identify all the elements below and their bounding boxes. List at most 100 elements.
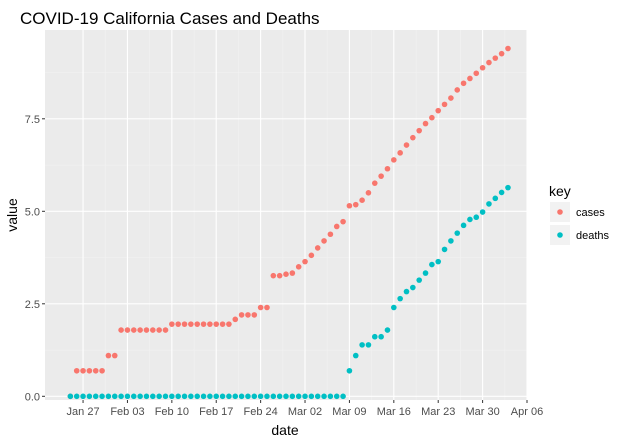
deaths-point (321, 393, 327, 400)
cases-point (264, 304, 270, 311)
deaths-point (333, 393, 340, 400)
cases-point (200, 321, 207, 327)
deaths-point (308, 393, 315, 400)
deaths-point (181, 393, 188, 400)
cases-point (441, 101, 448, 108)
cases-point (219, 321, 226, 327)
deaths-point (150, 393, 156, 400)
deaths-point (295, 393, 302, 400)
plot-panel (45, 30, 527, 400)
deaths-point (302, 393, 308, 400)
deaths-point (270, 393, 277, 400)
cases-point (340, 218, 346, 225)
deaths-point (118, 393, 124, 400)
deaths-point (346, 367, 353, 374)
legend-label-cases: cases (576, 207, 605, 219)
cases-point (359, 197, 365, 203)
y-axis-title: value (4, 198, 20, 232)
x-tick-label: Feb 03 (110, 406, 144, 418)
cases-point (391, 157, 397, 163)
deaths-point (441, 246, 448, 253)
cases-point (118, 327, 124, 333)
x-tick-label: Mar 30 (465, 406, 499, 418)
x-axis-ticks: Jan 27 Feb 03 Feb 10 Feb 17 Feb 24 Mar 02 Mar … (67, 400, 543, 418)
deaths-point (498, 189, 505, 196)
deaths-point (143, 393, 150, 400)
deaths-point (391, 304, 397, 311)
deaths-point (467, 216, 473, 223)
deaths-point (92, 393, 99, 400)
cases-point (99, 367, 105, 374)
cases-point (207, 321, 213, 327)
deaths-point (111, 393, 118, 400)
data-points (67, 45, 511, 400)
x-tick-label: Mar 23 (421, 406, 455, 418)
deaths-point (257, 393, 264, 400)
deaths-point (156, 393, 162, 400)
cases-point (352, 201, 359, 208)
deaths-point (371, 333, 378, 340)
deaths-point (73, 393, 80, 400)
deaths-point (213, 393, 220, 400)
deaths-point (194, 393, 201, 400)
cases-point (130, 327, 137, 333)
cases-point (257, 304, 264, 311)
cases-point (479, 64, 486, 71)
deaths-point (264, 393, 270, 400)
major-gridlines (45, 30, 528, 400)
cases-point (397, 150, 403, 156)
x-tick-label: Feb 24 (244, 406, 278, 418)
cases-point (289, 270, 296, 276)
y-tick-label: 0.0 (25, 391, 40, 403)
x-tick-label: Apr 06 (511, 406, 543, 418)
deaths-point (169, 393, 175, 400)
deaths-point (454, 230, 461, 236)
cases-point (327, 231, 334, 238)
deaths-point (422, 270, 429, 276)
cases-point (448, 95, 454, 101)
deaths-point (410, 284, 416, 291)
cases-point (492, 55, 499, 61)
x-tick-label: Mar 16 (377, 406, 411, 418)
cases-point (384, 165, 391, 172)
cases-point (86, 367, 93, 374)
deaths-point (340, 393, 346, 400)
deaths-point (365, 342, 372, 348)
cases-point (498, 50, 505, 57)
deaths-point (188, 393, 194, 400)
deaths-point (435, 258, 442, 265)
deaths-point (486, 201, 492, 207)
x-tick-label: Mar 09 (332, 406, 366, 418)
cases-point (124, 327, 131, 333)
cases-point (467, 75, 473, 82)
deaths-point (232, 393, 239, 400)
deaths-point (137, 393, 143, 400)
deaths-point (207, 393, 213, 400)
deaths-point (460, 222, 467, 229)
deaths-point (276, 393, 283, 400)
deaths-point (327, 393, 334, 400)
deaths-point (359, 342, 365, 348)
cases-point (162, 327, 169, 333)
minor-gridlines (45, 30, 527, 400)
cases-point (137, 327, 143, 333)
cases-point (486, 59, 492, 66)
deaths-point (416, 277, 422, 283)
cases-point (169, 321, 175, 327)
legend-symbol-deaths (557, 232, 563, 238)
x-tick-label: Feb 10 (155, 406, 189, 418)
deaths-point (505, 184, 511, 191)
cases-point (435, 107, 442, 114)
x-tick-label: Jan 27 (67, 406, 100, 418)
deaths-point (80, 393, 86, 400)
deaths-point (251, 393, 258, 400)
y-tick-label: 5.0 (25, 206, 40, 218)
legend: key cases deaths (549, 183, 610, 245)
deaths-point (175, 393, 181, 400)
cases-point (73, 367, 80, 374)
x-tick-label: Mar 02 (288, 406, 322, 418)
cases-point (422, 120, 429, 127)
cases-point (308, 252, 315, 259)
deaths-point (238, 393, 245, 400)
cases-point (314, 245, 321, 251)
